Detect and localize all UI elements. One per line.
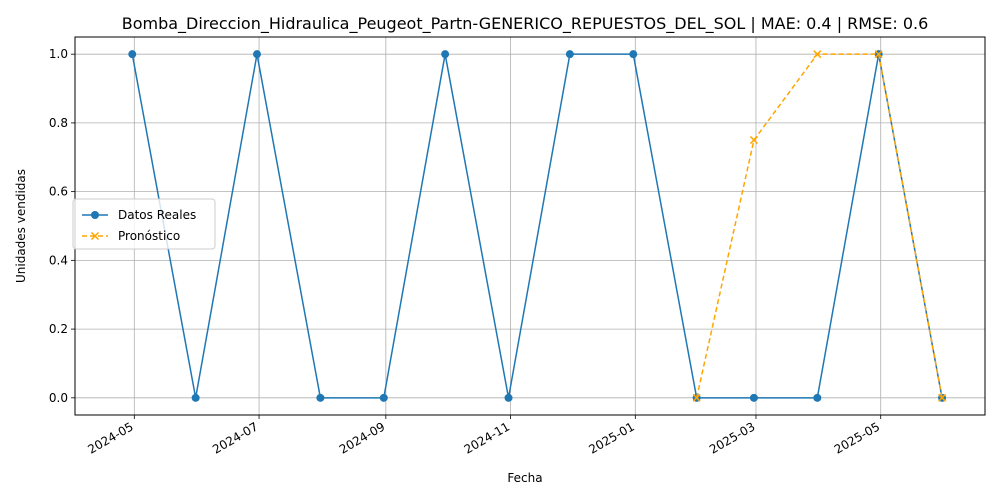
y-tick-label: 0.2 (49, 322, 68, 336)
data-point (938, 393, 947, 402)
x-tick-label: 2024-09 (337, 419, 387, 456)
data-point (749, 136, 758, 145)
x-tick-label: 2024-11 (462, 419, 512, 456)
legend-marker-datos-reales (91, 211, 99, 219)
data-point (629, 50, 638, 59)
ticks: 2024-05 2024-07 2024-09 2024-11 2025-01 2025-… (49, 47, 882, 456)
data-point (379, 393, 388, 402)
series-pronostico (692, 50, 947, 402)
x-axis-label: Fecha (507, 471, 542, 485)
chart-title: Bomba_Direccion_Hidraulica_Peugeot_Partn… (122, 14, 929, 34)
x-tick-label: 2024-05 (85, 419, 135, 456)
data-point (504, 393, 513, 402)
series-layer (128, 50, 947, 402)
y-tick-label: 0.0 (49, 391, 68, 405)
y-tick-label: 0.8 (49, 116, 68, 130)
y-tick-label: 0.6 (49, 185, 68, 199)
legend-x-marker (90, 231, 100, 241)
x-tick-label: 2024-07 (210, 419, 260, 456)
data-point (253, 50, 261, 59)
x-tick-label: 2025-01 (586, 419, 636, 456)
series-line-datos-reales (131, 53, 943, 399)
data-point (565, 50, 574, 59)
legend-label-datos-reales: Datos Reales (118, 208, 196, 222)
legend-label-pronostico: Pronóstico (118, 229, 180, 243)
legend: Datos Reales Pronóstico (72, 198, 216, 250)
data-point (692, 393, 701, 402)
x-tick-label: 2025-03 (707, 419, 757, 456)
data-point (874, 50, 883, 59)
data-point (813, 50, 822, 59)
data-point (441, 50, 450, 59)
legend-box (72, 198, 216, 250)
series-line-pronostico (695, 53, 943, 398)
data-point (813, 393, 822, 402)
data-point (191, 393, 200, 402)
data-point (128, 50, 137, 59)
y-axis-label: Unidades vendidas (14, 169, 28, 283)
legend-marker-pronostico (90, 231, 100, 241)
data-point (316, 393, 325, 402)
series-datos-reales (128, 50, 947, 402)
data-point (749, 393, 758, 402)
y-tick-label: 1.0 (49, 47, 68, 61)
y-tick-label: 0.4 (49, 253, 68, 267)
x-tick-label: 2025-05 (832, 419, 882, 456)
